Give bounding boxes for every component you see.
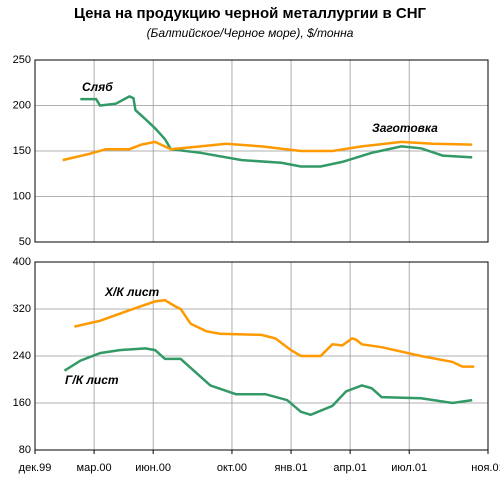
y-tick-label: 400 [13, 256, 31, 268]
chart-subtitle: (Балтийское/Черное море), $/тонна [147, 26, 354, 40]
y-tick-label: 100 [13, 190, 31, 202]
chart-title: Цена на продукцию черной металлургии в С… [74, 5, 427, 22]
y-tick-label: 240 [13, 350, 31, 362]
y-tick-label: 320 [13, 303, 31, 315]
series-label: Х/К лист [104, 285, 160, 299]
y-tick-label: 200 [13, 99, 31, 111]
series-label: Г/К лист [65, 373, 119, 387]
y-tick-label: 80 [19, 444, 31, 456]
y-tick-label: 150 [13, 145, 31, 157]
x-tick-label: дек.99 [19, 462, 52, 474]
y-tick-label: 50 [19, 236, 31, 248]
x-tick-label: апр.01 [333, 462, 366, 474]
plot-border [34, 261, 489, 451]
series-label: Заготовка [372, 121, 438, 135]
series-line [63, 347, 473, 417]
y-tick-label: 160 [13, 397, 31, 409]
x-tick-label: янв.01 [274, 462, 307, 474]
x-tick-label: июл.01 [391, 462, 427, 474]
x-tick-label: ноя.01 [471, 462, 500, 474]
series-label: Сляб [82, 80, 113, 94]
x-tick-label: июн.00 [135, 462, 171, 474]
x-tick-label: окт.00 [217, 462, 247, 474]
x-tick-label: мар.00 [77, 462, 112, 474]
series-line [74, 298, 475, 368]
series-line [80, 95, 473, 168]
plot-border [34, 59, 489, 243]
y-tick-label: 250 [13, 54, 31, 66]
series-line [62, 140, 473, 162]
